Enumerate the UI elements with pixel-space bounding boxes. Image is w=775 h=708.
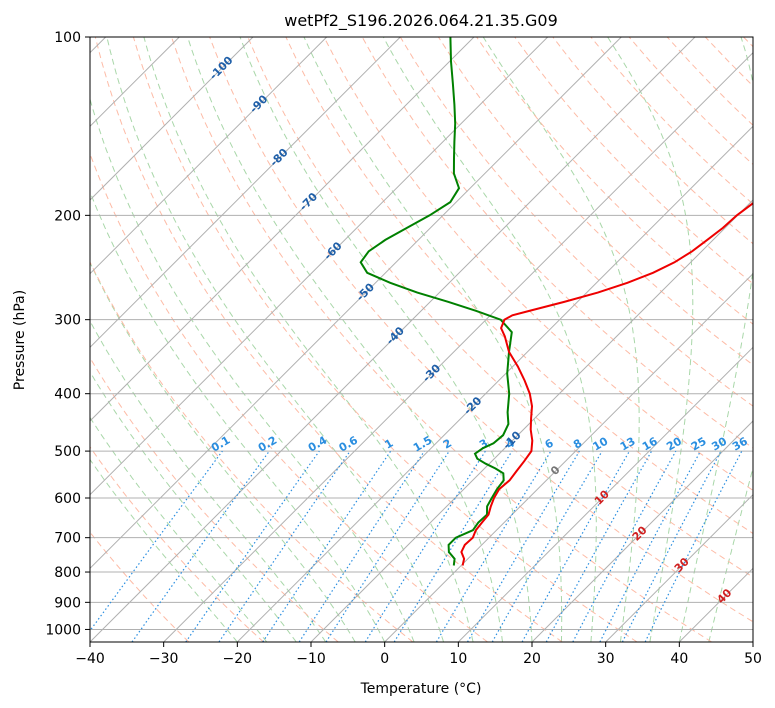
dry-adiabat-line	[132, 37, 638, 642]
isotherm-line	[90, 37, 254, 201]
moist-adiabat-line	[90, 320, 327, 642]
isotherm-line	[90, 37, 475, 422]
y-axis-label: Pressure (hPa)	[12, 290, 28, 390]
x-axis-label: Temperature (°C)	[360, 681, 482, 697]
temperature-line	[460, 201, 753, 566]
moist-adiabat-line	[143, 37, 474, 642]
isotherm-line	[384, 272, 753, 642]
x-tick-label: −10	[296, 651, 326, 667]
isotherm-line	[457, 346, 753, 642]
dry-adiabat-line	[323, 37, 753, 491]
y-tick-label: 600	[54, 491, 81, 507]
x-tick-label: −40	[75, 651, 105, 667]
y-tick-label: 700	[54, 531, 81, 547]
dry-adiabat-line	[514, 37, 753, 285]
moist-adiabat-line	[303, 37, 563, 642]
y-tick-label: 100	[54, 30, 81, 46]
mixing-ratio-line	[325, 450, 450, 642]
mixing-ratio-line	[298, 450, 425, 642]
moist-adiabat-line	[90, 261, 356, 642]
moist-adiabat-line	[482, 37, 640, 642]
moist-adiabat-line	[90, 458, 238, 642]
mixing-ratio-line	[545, 450, 653, 642]
chart-title: wetPf2_S196.2026.064.21.35.G09	[284, 11, 558, 31]
y-tick-label: 500	[54, 444, 81, 460]
x-axis: −40 −30 −20 −10 0 10 20 30 40 50	[75, 642, 762, 667]
dry-adiabat-line	[90, 260, 414, 642]
isotherm-line	[90, 37, 328, 275]
dry-adiabat-line	[247, 37, 753, 578]
mixing-ratio-line	[185, 450, 320, 642]
isotherms	[90, 37, 753, 642]
mixing-ratio-line	[393, 450, 513, 642]
moist-adiabat-line	[90, 416, 268, 642]
x-tick-label: 30	[597, 651, 615, 667]
isotherm-line	[531, 420, 753, 642]
isotherm-line	[90, 37, 401, 349]
isobars	[90, 37, 753, 630]
moist-adiabat-line	[607, 37, 694, 642]
x-tick-label: 50	[744, 651, 762, 667]
moist-adiabat-line	[239, 37, 533, 642]
moist-adiabat-line	[708, 466, 753, 642]
isotherm-line	[236, 125, 753, 642]
isotherm-line	[310, 199, 753, 642]
y-tick-label: 1000	[45, 622, 81, 638]
mixing-ratio-line	[131, 450, 270, 642]
plot-frame	[89, 36, 754, 643]
dry-adiabat-line	[90, 356, 339, 642]
x-tick-label: −30	[149, 651, 179, 667]
dewpoint-line	[359, 37, 513, 566]
y-tick-label: 400	[54, 387, 81, 403]
dry-adiabat-line	[476, 37, 753, 325]
dry-adiabat-line	[171, 37, 712, 642]
x-tick-label: 40	[670, 651, 688, 667]
y-tick-label: 900	[54, 595, 81, 611]
mixing-ratio-line	[572, 450, 677, 642]
dry-adiabat-line	[285, 37, 753, 535]
moist-adiabat-line	[90, 190, 386, 642]
isotherm-line	[90, 37, 622, 570]
mixing-ratio-line	[644, 450, 743, 642]
isotherm-line	[605, 493, 753, 642]
mixing-ratio-lines	[90, 450, 743, 642]
dry-adiabat-line	[209, 37, 753, 623]
dry-adiabats	[90, 37, 753, 642]
isotherm-line	[90, 37, 696, 642]
moist-adiabats	[90, 37, 753, 642]
x-tick-label: 0	[380, 651, 389, 667]
mixing-ratio-line	[90, 450, 223, 632]
y-tick-label: 200	[54, 208, 81, 224]
moist-adiabat-line	[90, 370, 297, 642]
moist-adiabat-line	[678, 37, 753, 642]
isotherm-line	[90, 37, 549, 496]
x-tick-label: 20	[523, 651, 541, 667]
y-tick-label: 300	[54, 313, 81, 329]
moist-adiabat-line	[382, 37, 597, 642]
y-tick-label: 800	[54, 565, 81, 581]
x-tick-label: 10	[449, 651, 467, 667]
dry-adiabat-line	[90, 446, 264, 642]
moist-adiabat-line	[187, 37, 503, 642]
moist-adiabat-line	[106, 37, 445, 642]
y-axis: 100 200 300 400 500 600 700 800 900 1000	[45, 30, 90, 638]
isotherm-line	[163, 51, 753, 642]
mixing-ratio-line	[218, 450, 351, 642]
sounding-profiles	[359, 37, 753, 566]
dry-adiabat-line	[94, 37, 563, 642]
mixing-ratio-line	[262, 450, 392, 642]
mixing-ratio-line	[521, 450, 631, 642]
x-tick-label: −20	[223, 651, 253, 667]
